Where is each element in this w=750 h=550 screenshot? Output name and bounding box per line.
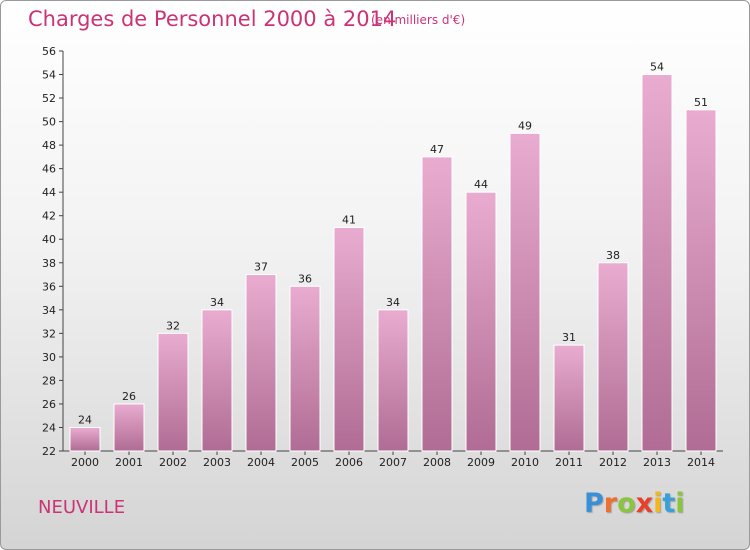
y-tick-label: 40 xyxy=(42,233,56,246)
bar-value-label: 49 xyxy=(518,119,532,132)
commune-name: NEUVILLE xyxy=(38,497,126,518)
y-tick-label: 32 xyxy=(42,327,56,340)
chart-subtitle: (en milliers d'€) xyxy=(371,13,466,27)
x-tick-label: 2002 xyxy=(159,456,187,469)
y-tick-label: 28 xyxy=(42,374,56,387)
x-tick-label: 2009 xyxy=(467,456,495,469)
y-tick-label: 56 xyxy=(42,45,56,58)
x-tick-label: 2000 xyxy=(71,456,99,469)
bar-value-label: 37 xyxy=(254,261,268,274)
y-tick-label: 38 xyxy=(42,257,56,270)
bar xyxy=(377,309,409,452)
x-tick-label: 2006 xyxy=(335,456,363,469)
y-tick-label: 48 xyxy=(42,139,56,152)
logo-letter: i xyxy=(675,488,685,519)
proxiti-logo: Proxiti xyxy=(584,488,685,519)
bar-value-label: 38 xyxy=(606,249,620,262)
y-tick-label: 22 xyxy=(42,445,56,458)
x-tick-label: 2005 xyxy=(291,456,319,469)
bar-value-label: 44 xyxy=(474,178,488,191)
bar-value-label: 36 xyxy=(298,272,312,285)
bar-value-label: 47 xyxy=(430,143,444,156)
bar-value-label: 24 xyxy=(78,413,92,426)
bar-value-label: 26 xyxy=(122,390,136,403)
x-tick-label: 2007 xyxy=(379,456,407,469)
chart-title: Charges de Personnel 2000 à 2014 xyxy=(28,7,397,31)
logo-letter: t xyxy=(662,488,676,519)
logo-letter: o xyxy=(617,488,636,519)
x-tick-label: 2010 xyxy=(511,456,539,469)
bar xyxy=(245,274,277,452)
logo-letter: i xyxy=(653,488,663,519)
bar xyxy=(113,403,145,452)
y-tick-label: 46 xyxy=(42,163,56,176)
bar-value-label: 41 xyxy=(342,213,356,226)
chart-bars xyxy=(69,74,717,452)
bar-value-label: 34 xyxy=(386,296,400,309)
x-tick-label: 2004 xyxy=(247,456,275,469)
x-tick-label: 2008 xyxy=(423,456,451,469)
x-tick-label: 2014 xyxy=(687,456,715,469)
chart-axes: 22 24 26 28 30 32 34 36 38 40 42 44 46 48 50 52 54 56 2000… xyxy=(42,45,723,469)
y-tick-label: 44 xyxy=(42,186,56,199)
bar-value-label: 31 xyxy=(562,331,576,344)
bar-value-label: 34 xyxy=(210,296,224,309)
bar xyxy=(69,426,101,452)
x-tick-label: 2011 xyxy=(555,456,583,469)
y-tick-label: 52 xyxy=(42,92,56,105)
bar-value-label: 54 xyxy=(650,61,664,74)
chart-labels: 24 26 32 34 37 36 41 34 47 44 49 31 38 54 51 xyxy=(78,61,708,427)
y-tick-label: 24 xyxy=(42,421,56,434)
y-tick-label: 54 xyxy=(42,69,56,82)
bar xyxy=(685,109,717,452)
bar xyxy=(465,191,497,452)
bar xyxy=(641,74,673,452)
x-tick-label: 2003 xyxy=(203,456,231,469)
bar xyxy=(597,262,629,452)
bar xyxy=(421,156,453,452)
x-tick-label: 2001 xyxy=(115,456,143,469)
y-tick-label: 42 xyxy=(42,210,56,223)
bar xyxy=(157,332,189,452)
x-tick-label: 2012 xyxy=(599,456,627,469)
logo-letter: x xyxy=(635,488,654,519)
y-tick-label: 50 xyxy=(42,116,56,129)
y-tick-label: 26 xyxy=(42,398,56,411)
bar xyxy=(553,344,585,452)
logo-letter: r xyxy=(603,488,618,519)
y-tick-label: 30 xyxy=(42,351,56,364)
bar xyxy=(289,285,321,452)
y-tick-label: 36 xyxy=(42,280,56,293)
bar xyxy=(201,309,233,452)
bar-value-label: 32 xyxy=(166,319,180,332)
x-tick-label: 2013 xyxy=(643,456,671,469)
bar xyxy=(509,132,541,452)
bar xyxy=(333,226,365,452)
bar-value-label: 51 xyxy=(694,96,708,109)
logo-letter: P xyxy=(584,488,604,519)
y-tick-label: 34 xyxy=(42,304,56,317)
